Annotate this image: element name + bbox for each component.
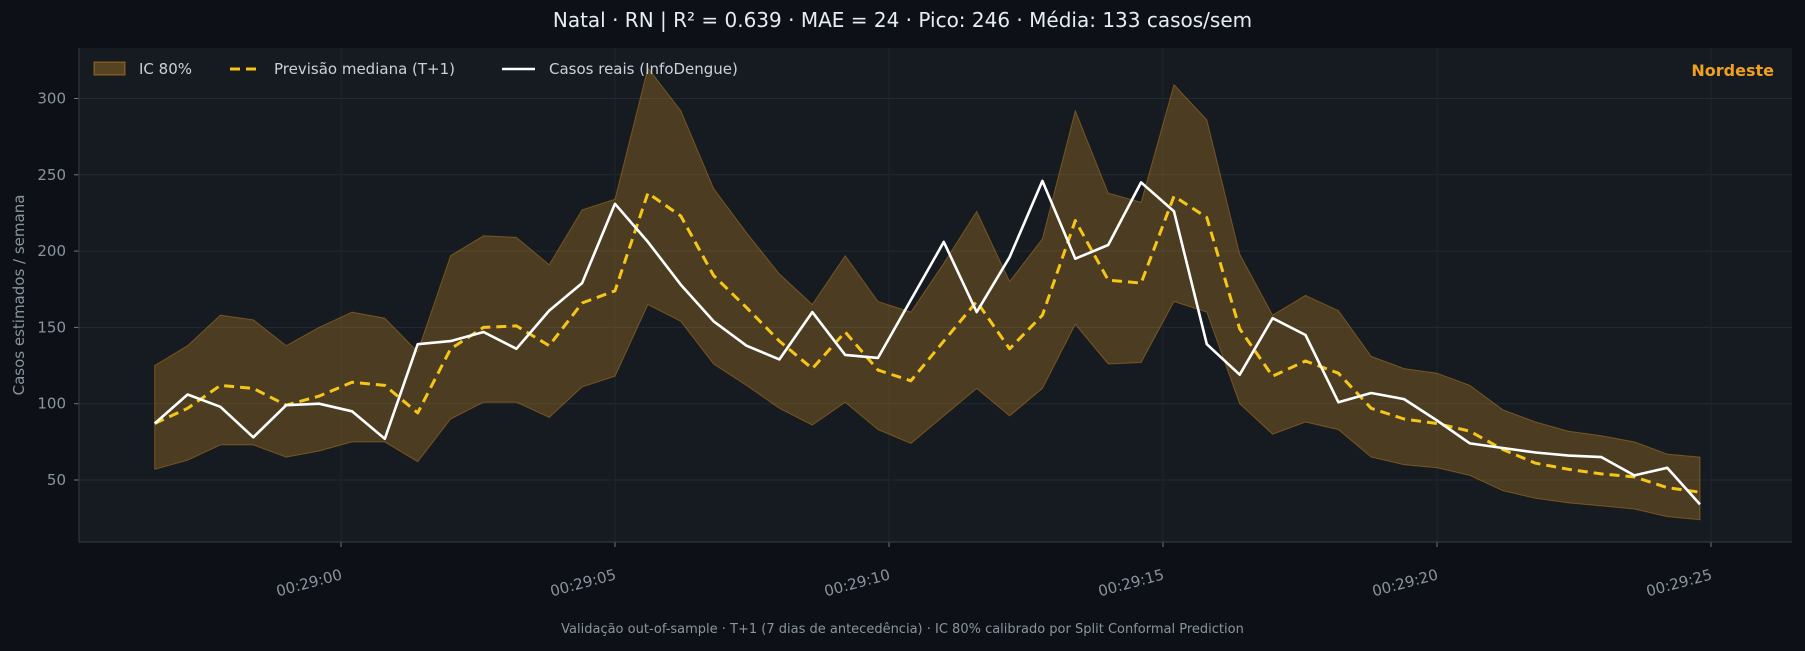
chart-footer: Validação out-of-sample · T+1 (7 dias de… bbox=[561, 622, 1244, 637]
x-tick-label: 00:29:25 bbox=[1644, 565, 1714, 600]
plot-area bbox=[79, 48, 1792, 542]
y-tick-label: 250 bbox=[37, 166, 66, 184]
chart-title: Natal · RN | R² = 0.639 · MAE = 24 · Pic… bbox=[552, 8, 1253, 32]
y-tick-label: 100 bbox=[37, 395, 66, 413]
ci-80-band bbox=[154, 66, 1701, 521]
legend-label-forecast: Previsão mediana (T+1) bbox=[274, 60, 455, 78]
x-tick-label: 00:29:00 bbox=[274, 565, 344, 600]
x-tick-label: 00:29:05 bbox=[548, 565, 618, 600]
legend-label-actual: Casos reais (InfoDengue) bbox=[549, 60, 738, 78]
y-tick-label: 50 bbox=[47, 471, 66, 489]
series bbox=[153, 66, 1701, 521]
actual-cases-line bbox=[153, 179, 1701, 506]
legend-label-ci: IC 80% bbox=[139, 60, 192, 78]
legend-swatch-ci bbox=[93, 61, 126, 76]
x-tick-label: 00:29:10 bbox=[822, 565, 892, 600]
legend: IC 80% Previsão mediana (T+1) Casos reais … bbox=[93, 60, 738, 78]
y-tick-label: 200 bbox=[37, 242, 66, 260]
y-tick-label: 300 bbox=[37, 90, 66, 108]
x-tick-label: 00:29:20 bbox=[1370, 565, 1440, 600]
y-tick-label: 150 bbox=[37, 318, 66, 336]
region-annotation: Nordeste bbox=[1691, 61, 1774, 80]
x-tick-label: 00:29:15 bbox=[1096, 565, 1166, 600]
y-axis-label: Casos estimados / semana bbox=[10, 195, 28, 396]
grid bbox=[79, 48, 1792, 542]
